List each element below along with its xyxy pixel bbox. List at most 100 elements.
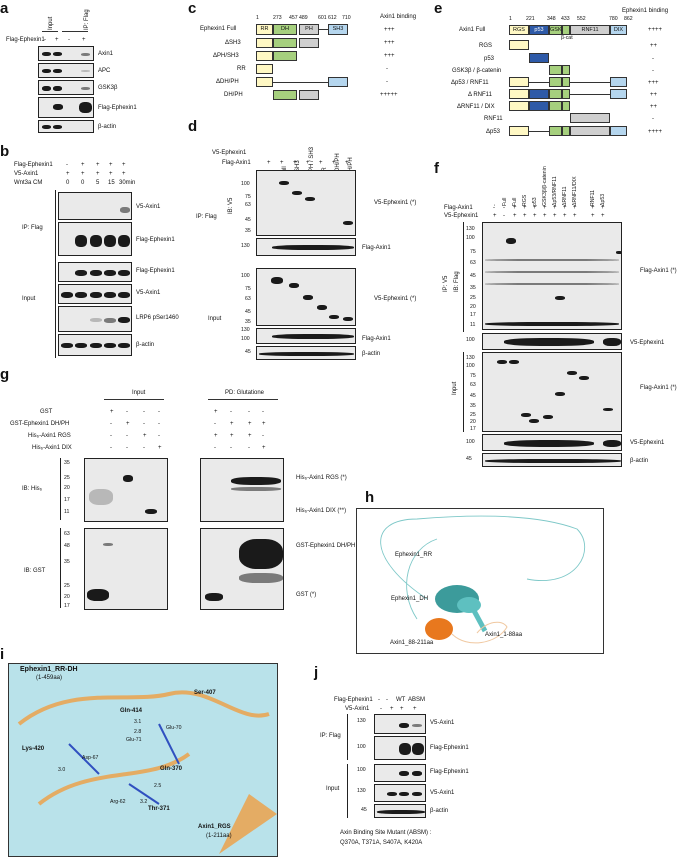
flag-ephexin1-label: Flag-Ephexin1 — [6, 37, 45, 43]
mw: 75 — [470, 373, 476, 379]
annotation: GST-Ephexin1 DH/PH (**) — [296, 543, 366, 549]
sign: + — [158, 445, 162, 451]
tick: 348 — [547, 16, 556, 22]
construct-name: ΔRNF11 / DIX — [457, 104, 495, 110]
mw: 20 — [64, 594, 70, 600]
sign: - — [126, 409, 128, 415]
mw: 11 — [470, 322, 476, 328]
blot-a-gsk — [38, 80, 94, 95]
annotation: His₆-Axin1 DIX (**) — [296, 508, 347, 514]
blot-g-gst-pd — [200, 528, 284, 610]
mw: 100 — [466, 337, 475, 343]
blot-d-ip-v5 — [256, 170, 356, 236]
row-label: GST — [40, 409, 53, 415]
blot-label: Flag-Axin1 — [362, 336, 391, 342]
binding-score: +++ — [648, 80, 659, 86]
blot-label: Flag-Ephexin1 — [430, 769, 469, 775]
blot-label: Flag-Ephexin1 — [430, 745, 469, 751]
blot-label: β-actin — [98, 124, 117, 130]
mw: 25 — [470, 295, 476, 301]
sign: + — [96, 171, 100, 177]
sign: + — [293, 160, 297, 166]
binding-score: ++ — [650, 92, 658, 98]
sign: + — [513, 205, 517, 211]
protein-structure-image — [380, 515, 586, 644]
blot-label: V5-Axin1 — [136, 290, 161, 296]
sign: + — [553, 213, 557, 219]
sign: - — [378, 697, 380, 703]
distance: 2.5 — [154, 783, 162, 789]
mw: 20 — [64, 485, 70, 491]
mw: 130 — [357, 718, 366, 724]
input-label: Input — [208, 316, 222, 322]
binding-score: - — [386, 66, 388, 72]
sign: + — [248, 421, 252, 427]
blot-d-in-v5 — [256, 268, 356, 326]
sign: - — [44, 37, 46, 43]
blot-label: V5-Axin1 — [136, 204, 161, 210]
mw: 20 — [470, 419, 476, 425]
sign: - — [386, 697, 388, 703]
structure-label: Ephexin1_RR — [395, 552, 433, 558]
sign: - — [230, 445, 232, 451]
sign: - — [143, 421, 145, 427]
sign: + — [563, 205, 567, 211]
beta-cat-label: β-cat — [561, 35, 573, 41]
dix-domain: DIX — [610, 25, 627, 35]
blot-label: Flag-Ephexin1 — [136, 268, 175, 274]
binding-score: +++ — [384, 53, 395, 59]
sign: + — [109, 171, 113, 177]
mw: 100 — [357, 744, 366, 750]
ib-label: IB: V5 — [228, 197, 234, 214]
sign: + — [573, 205, 577, 211]
rr-domain: RR — [256, 24, 273, 35]
annotation: His₆-Axin1 RGS (*) — [296, 475, 347, 481]
row-label: Flag-Ephexin1 — [334, 697, 373, 703]
blot-b-in-lrp6 — [58, 306, 132, 332]
mw: 63 — [245, 202, 251, 208]
sign: + — [553, 205, 557, 211]
sign: - — [143, 445, 145, 451]
mw: 63 — [64, 531, 70, 537]
sign: + — [563, 213, 567, 219]
residue-label: Thr-371 — [148, 806, 170, 812]
blot-g-his-input — [84, 458, 168, 522]
dh-domain: DH — [273, 24, 297, 35]
mw: 130 — [357, 788, 366, 794]
panel-letter-b: b — [0, 143, 10, 160]
blot-b-flag — [58, 222, 132, 256]
residue-label: Glu-71 — [126, 737, 142, 743]
sign: + — [319, 160, 323, 166]
tick: 433 — [561, 16, 570, 22]
sign: + — [280, 160, 284, 166]
construct-name: ΔPH/SH3 — [213, 53, 239, 59]
binding-score: - — [652, 56, 654, 62]
mw: 45 — [361, 807, 367, 813]
sign: + — [601, 205, 605, 211]
row-label: Flag-Ephexin1 — [14, 162, 53, 168]
mw: 100 — [466, 235, 475, 241]
blot-g-his-pd — [200, 458, 284, 522]
row-label: His₆-Axin1 DIX — [32, 445, 72, 451]
tick: 780 — [609, 16, 618, 22]
interface-image — [8, 663, 278, 857]
time: 5 — [96, 180, 100, 186]
distance: 3.0 — [58, 767, 66, 773]
sign: - — [143, 409, 145, 415]
construct-name: Δ RNF11 — [468, 92, 492, 98]
mw: 100 — [241, 181, 250, 187]
binding-score: +++ — [384, 40, 395, 46]
sign: + — [230, 433, 234, 439]
blot-a-actin — [38, 120, 94, 133]
sign: - — [126, 445, 128, 451]
structure-label: Axin1_88-211aa — [390, 640, 434, 646]
blot-label: GSK3β — [98, 85, 118, 91]
blot-label: V5-Ephexin1 (*) — [374, 200, 417, 206]
sign: - — [110, 433, 112, 439]
sign: + — [122, 162, 126, 168]
input-label: Input — [22, 296, 36, 302]
mw: 20 — [470, 304, 476, 310]
panel-letter-a: a — [0, 0, 9, 17]
panel-letter-c: c — [188, 0, 197, 17]
row-label: Wnt3a CM — [14, 180, 43, 186]
